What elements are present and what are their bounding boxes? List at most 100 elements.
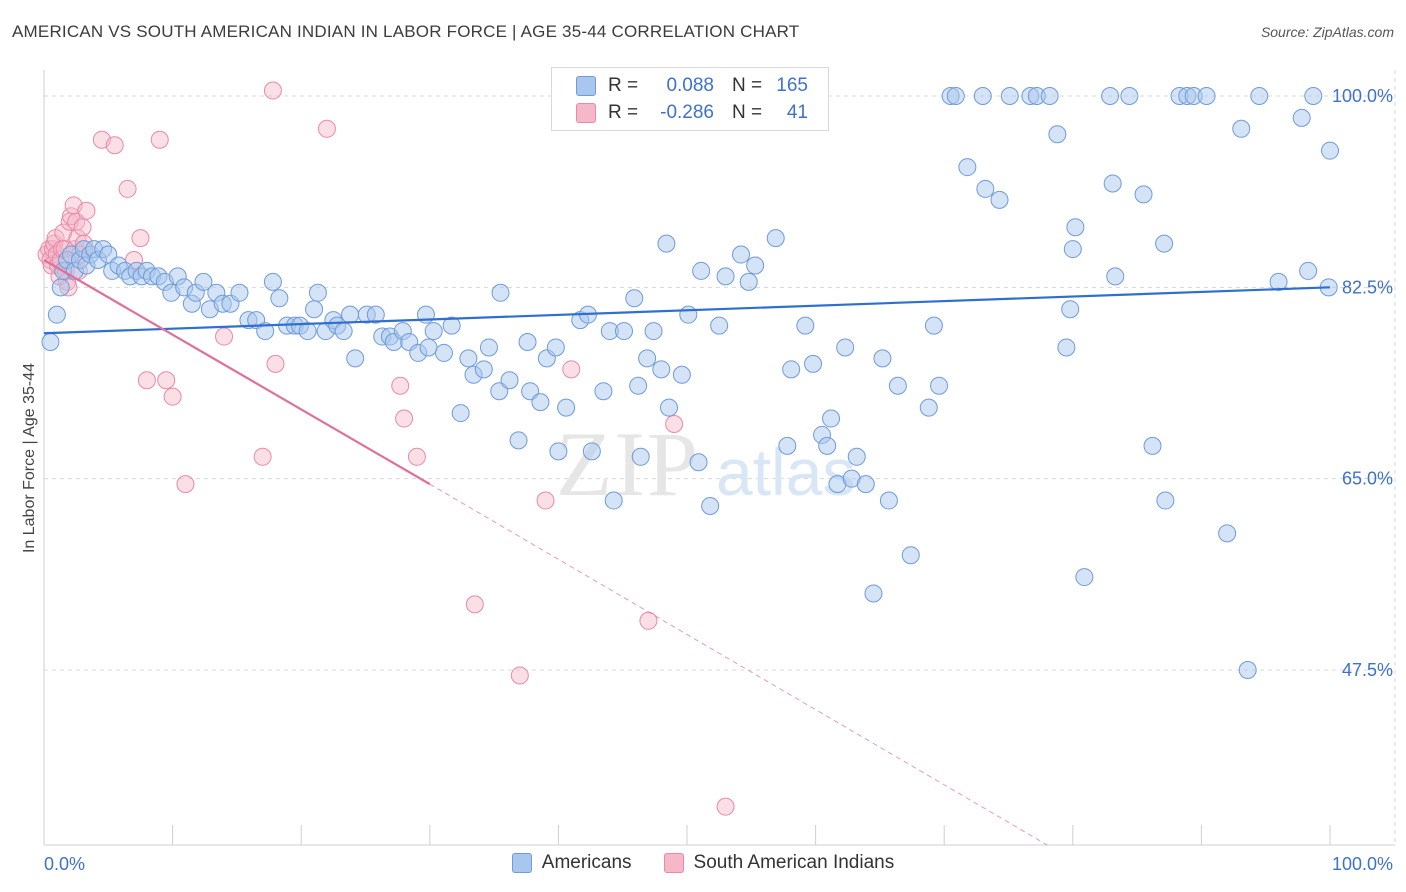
americans-point — [1120, 87, 1139, 105]
americans-point — [930, 376, 949, 395]
americans-point — [531, 393, 550, 412]
americans-point — [946, 87, 965, 105]
sai-point — [137, 371, 156, 390]
americans-point — [638, 349, 657, 368]
sai-legend-label: South American Indians — [693, 852, 895, 873]
americans-point — [672, 365, 691, 384]
americans-legend-swatch — [511, 853, 532, 873]
sai-point — [510, 666, 529, 685]
americans-point — [847, 447, 866, 466]
americans-point — [518, 333, 537, 351]
sai-legend-swatch — [663, 853, 684, 873]
americans-point — [47, 305, 66, 324]
americans-point — [644, 322, 663, 341]
legend-item-americans[interactable]: Americans — [511, 852, 632, 874]
americans-point — [230, 283, 249, 302]
americans-point — [1057, 338, 1076, 357]
n-label: N = — [732, 102, 763, 123]
americans-point — [479, 338, 498, 357]
americans-point — [1134, 185, 1153, 204]
sai-point — [253, 447, 272, 466]
americans-point — [474, 360, 493, 379]
sai-point — [77, 201, 96, 220]
americans-swatch — [576, 76, 596, 96]
sai-point — [665, 415, 684, 433]
n-label: N = — [732, 75, 763, 96]
axes — [43, 70, 1395, 846]
n-value: 165 — [776, 75, 808, 96]
americans-point — [1321, 141, 1339, 160]
sai-trend-line — [43, 259, 431, 486]
americans-point — [689, 453, 708, 472]
americans-point — [434, 343, 453, 362]
americans-point — [1238, 661, 1257, 679]
y-tick-label: 65.0% — [1342, 469, 1393, 489]
americans-point — [746, 256, 765, 275]
americans-point — [836, 338, 855, 357]
americans-point — [424, 322, 443, 341]
americans-point — [625, 289, 644, 308]
americans-point — [778, 436, 797, 455]
americans-point — [710, 316, 729, 335]
americans-point — [1063, 240, 1082, 259]
americans-point — [701, 497, 720, 515]
sai-point — [639, 611, 658, 630]
americans-point — [1269, 272, 1288, 291]
americans-point — [509, 431, 528, 450]
sai-point — [391, 376, 410, 395]
sai-point — [131, 229, 150, 248]
americans-point — [732, 245, 751, 264]
americans-point — [305, 300, 324, 319]
americans-point — [500, 371, 519, 390]
americans-point — [614, 322, 633, 341]
y-tick-label: 82.5% — [1342, 277, 1393, 297]
trend-lines — [43, 259, 1331, 846]
americans-point — [879, 491, 898, 510]
americans-point — [990, 190, 1009, 209]
americans-point — [263, 272, 282, 291]
sai-point — [150, 130, 169, 149]
americans-point — [1143, 436, 1162, 455]
americans-point — [594, 382, 613, 401]
sai-point — [465, 595, 484, 614]
americans-point — [652, 360, 671, 379]
sai-swatch — [576, 103, 596, 123]
chart-title: AMERICAN VS SOUTH AMERICAN INDIAN IN LAB… — [12, 22, 800, 41]
americans-point — [958, 158, 977, 177]
x-tick-label: 0.0% — [44, 854, 85, 874]
correlation-legend: R = 0.088 N = 165 R = -0.286 N = 41 — [551, 67, 829, 131]
americans-point — [1000, 87, 1019, 105]
americans-point — [629, 376, 648, 395]
americans-point — [491, 283, 510, 302]
series-americans — [41, 87, 1339, 679]
americans-point — [521, 382, 540, 401]
americans-point — [1155, 234, 1174, 253]
americans-point — [1292, 108, 1311, 127]
americans-point — [873, 349, 892, 368]
americans-point — [459, 349, 478, 368]
americans-trend-line — [43, 286, 1331, 335]
americans-point — [1304, 87, 1323, 105]
americans-point — [864, 584, 883, 603]
americans-point — [1101, 87, 1120, 105]
americans-point — [924, 316, 943, 335]
sai-point — [266, 354, 285, 373]
americans-point — [341, 305, 360, 324]
sai-point — [395, 409, 414, 428]
americans-point — [716, 267, 735, 286]
americans-point — [856, 475, 875, 494]
americans-point — [1156, 491, 1175, 510]
sai-point — [118, 179, 137, 198]
americans-point — [451, 404, 470, 423]
legend-item-sai[interactable]: South American Indians — [663, 852, 895, 874]
americans-point — [557, 398, 576, 417]
watermark-zip: ZIP — [556, 413, 700, 515]
americans-point — [270, 289, 289, 308]
y-tick-label: 100.0% — [1332, 86, 1393, 106]
series-legend: Americans South American Indians — [0, 852, 1406, 874]
sai-point — [536, 491, 555, 510]
americans-point — [782, 360, 801, 379]
americans-point — [1075, 568, 1094, 587]
americans-point — [692, 261, 711, 280]
americans-point — [1197, 87, 1216, 105]
